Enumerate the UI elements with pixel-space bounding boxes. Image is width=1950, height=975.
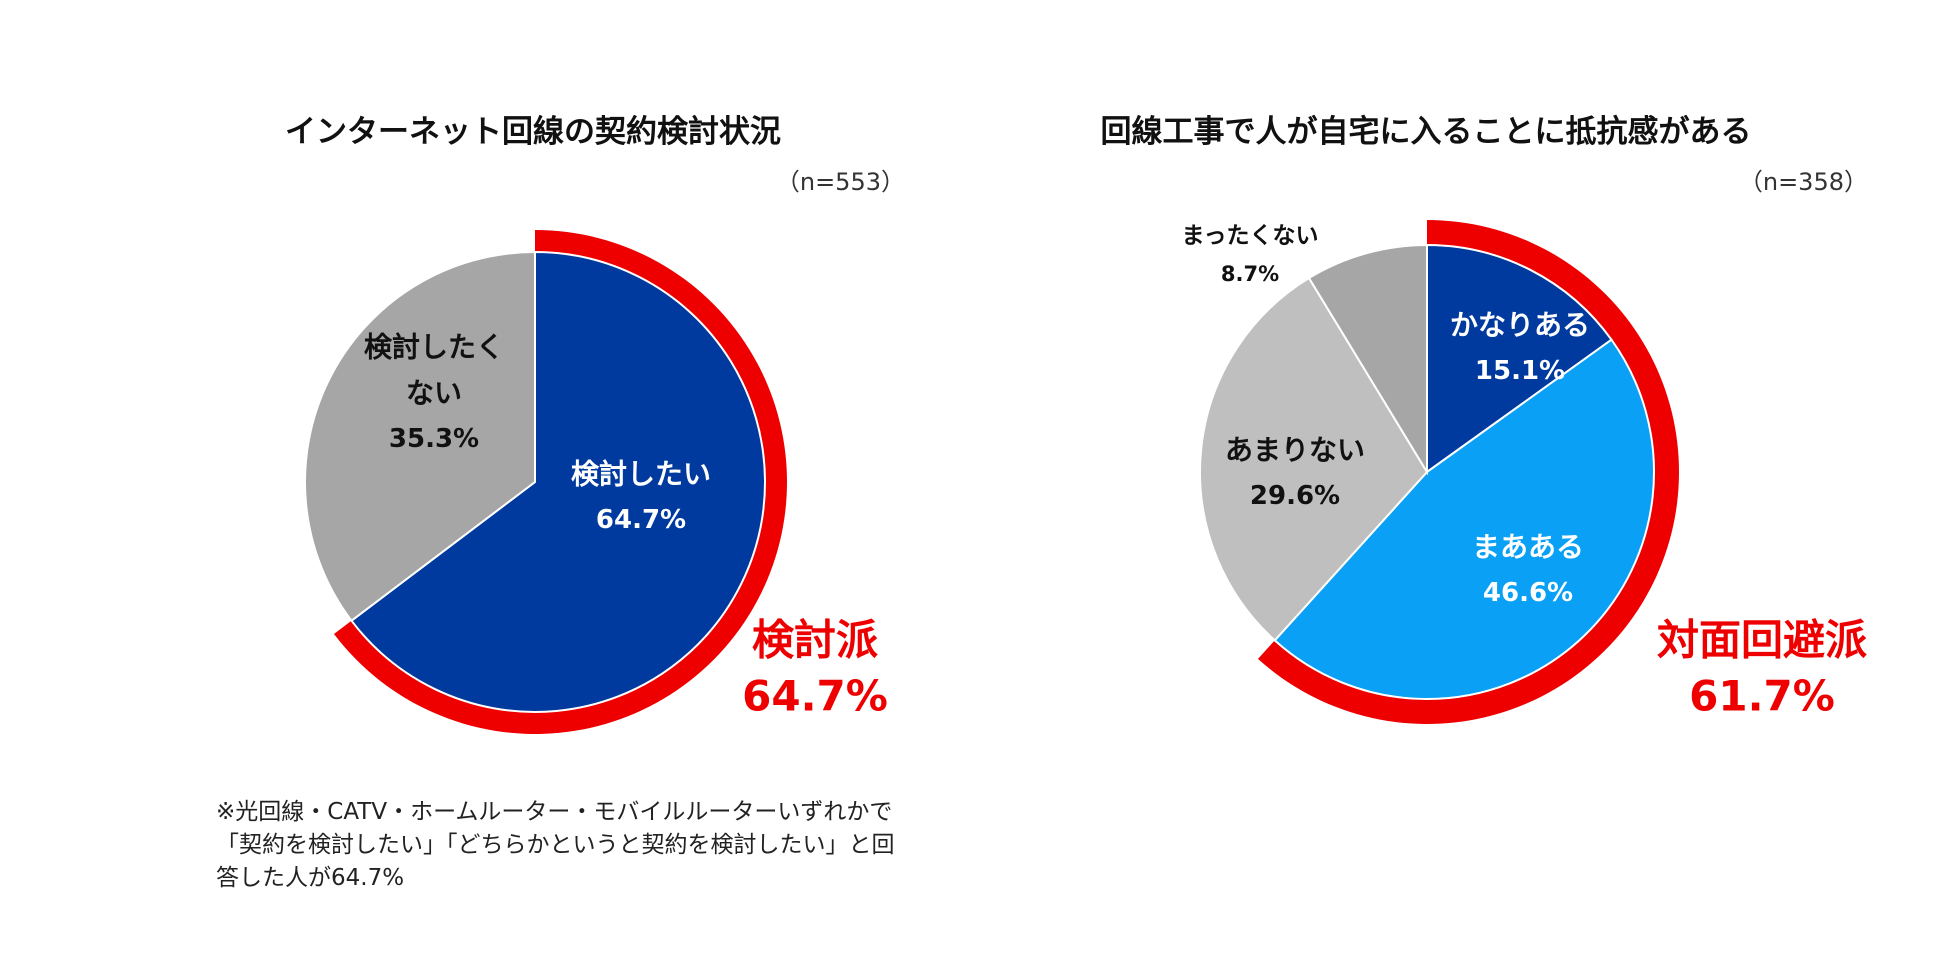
chart1-slice-1 (350, 250, 766, 713)
chart1-highlight-label: 検討派 (752, 616, 878, 665)
chart2-sample-size: （n=358） (1738, 168, 1868, 196)
chart2-slice-2 (1273, 338, 1655, 700)
chart1-slice-1-label: 検討したい (571, 458, 711, 491)
chart1-slice-2-label: ない (406, 377, 462, 410)
chart1-sample-size: （n=553） (775, 168, 905, 196)
chart2-slice-3 (1199, 276, 1429, 642)
chart1-slice-1-value: 64.7% (596, 505, 686, 535)
chart2-highlight-value: 61.7% (1689, 672, 1835, 721)
chart2-slice-3-value: 29.6% (1250, 481, 1340, 511)
chart2-highlight-label: 対面回避派 (1657, 616, 1867, 665)
chart1-slice-2 (304, 250, 536, 623)
chart1-slice-2-label: 検討したく (364, 331, 504, 364)
chart2-pie: かなりある 15.1% まあある 46.6% あまりない 29.6% まったくない 8.7% 対… (1181, 220, 1867, 724)
chart2-slice-4-label: まったくない (1181, 223, 1318, 249)
chart2-title: 回線工事で人が自宅に入ることに抵抗感がある (1100, 114, 1752, 150)
chart2-highlight-ring (1257, 220, 1679, 724)
chart2-slice-4-value: 8.7% (1221, 262, 1279, 286)
chart1-title: インターネット回線の契約検討状況 (285, 114, 781, 150)
chart2-slice-2-label: まあある (1472, 531, 1584, 564)
chart1-highlight-value: 64.7% (742, 672, 888, 721)
chart2-slice-2-value: 46.6% (1483, 578, 1573, 608)
chart2-slice-3-label: あまりない (1225, 434, 1365, 467)
footnote: ※光回線・CATV・ホームルーター・モバイルルーターいずれかで「契約を検討したい… (216, 799, 895, 891)
chart1-slice-2-value: 35.3% (389, 424, 479, 454)
chart2-slice-1-value: 15.1% (1475, 356, 1565, 386)
chart2-slice-1-label: かなりある (1450, 309, 1590, 342)
chart2-slice-1 (1426, 243, 1613, 474)
chart2-slice-4 (1307, 243, 1428, 476)
